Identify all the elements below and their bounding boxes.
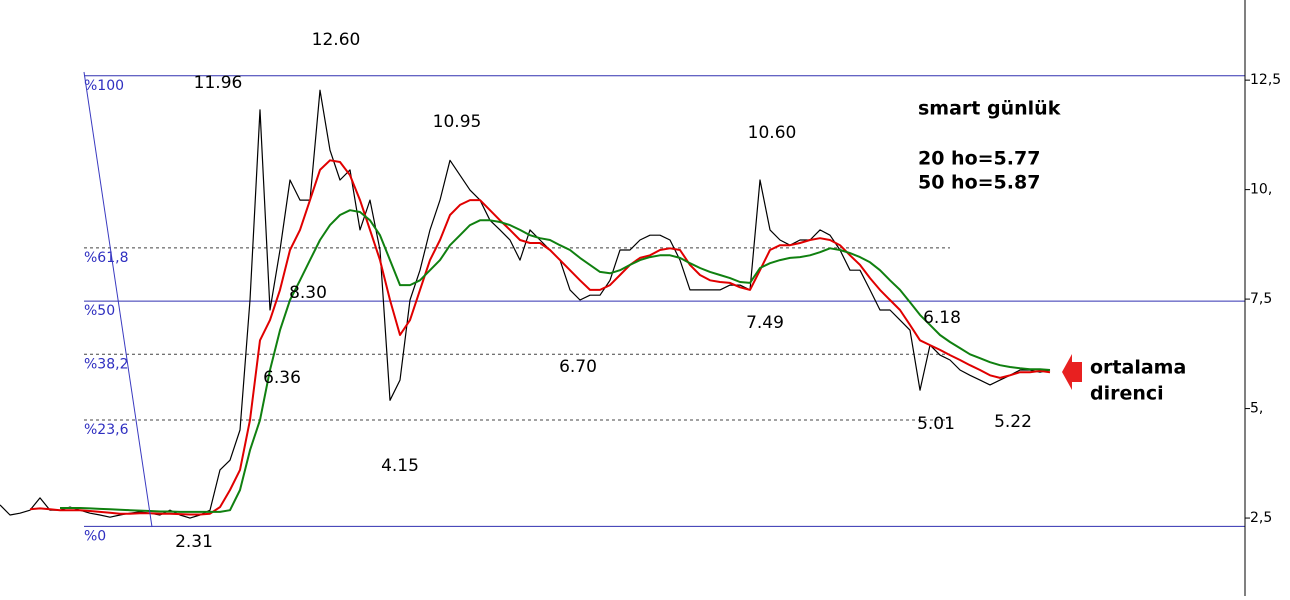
fib-trend-line [83, 71, 153, 528]
fib-level-label: %23,6 [84, 422, 129, 438]
fib-level-label: %50 [84, 303, 115, 319]
series-line [29, 159, 1051, 516]
plot: 12,5 10, 7,5 5, 2,5 %100 %61,8 %50 %38,2 %23,6 %0 [0, 72, 1281, 544]
fib-level-label: %61,8 [84, 250, 128, 266]
annotation: 7.49 [746, 313, 784, 333]
fib-level-label: %38,2 [84, 356, 128, 372]
annotation: 6.70 [559, 357, 597, 377]
annotation: 6.36 [263, 368, 301, 388]
y-tick-label: 5, [1250, 401, 1263, 417]
annotation: 10.95 [433, 112, 482, 132]
annotation: 6.18 [923, 308, 961, 328]
fib-level-label: %0 [84, 528, 106, 544]
annotations: 12.60 11.96 10.95 10.60 8.30 6.36 4.15 6… [175, 30, 1032, 552]
y-tick-label: 7,5 [1250, 291, 1272, 307]
callout: direnci [1090, 383, 1164, 405]
y-tick-label: 2,5 [1250, 510, 1272, 526]
series-line [60, 209, 1051, 513]
y-tick-label: 10, [1250, 182, 1272, 198]
series-line [0, 89, 1051, 519]
annotation: 5.01 [917, 414, 955, 434]
y-tick-label: 12,5 [1250, 72, 1281, 88]
fib-level-label: %100 [84, 78, 124, 94]
note: 20 ho=5.77 [918, 148, 1040, 170]
annotation: 4.15 [381, 456, 419, 476]
note-title: smart günlük [918, 98, 1061, 120]
annotation: 12.60 [312, 30, 361, 50]
annotation: 8.30 [289, 283, 327, 303]
callout: ortalama [1090, 357, 1186, 379]
annotation: 2.31 [175, 532, 213, 552]
callout-arrow [1062, 354, 1082, 390]
annotation: 10.60 [748, 123, 797, 143]
note: 50 ho=5.87 [918, 172, 1040, 194]
annotation: 11.96 [194, 73, 243, 93]
annotation: 5.22 [994, 412, 1032, 432]
